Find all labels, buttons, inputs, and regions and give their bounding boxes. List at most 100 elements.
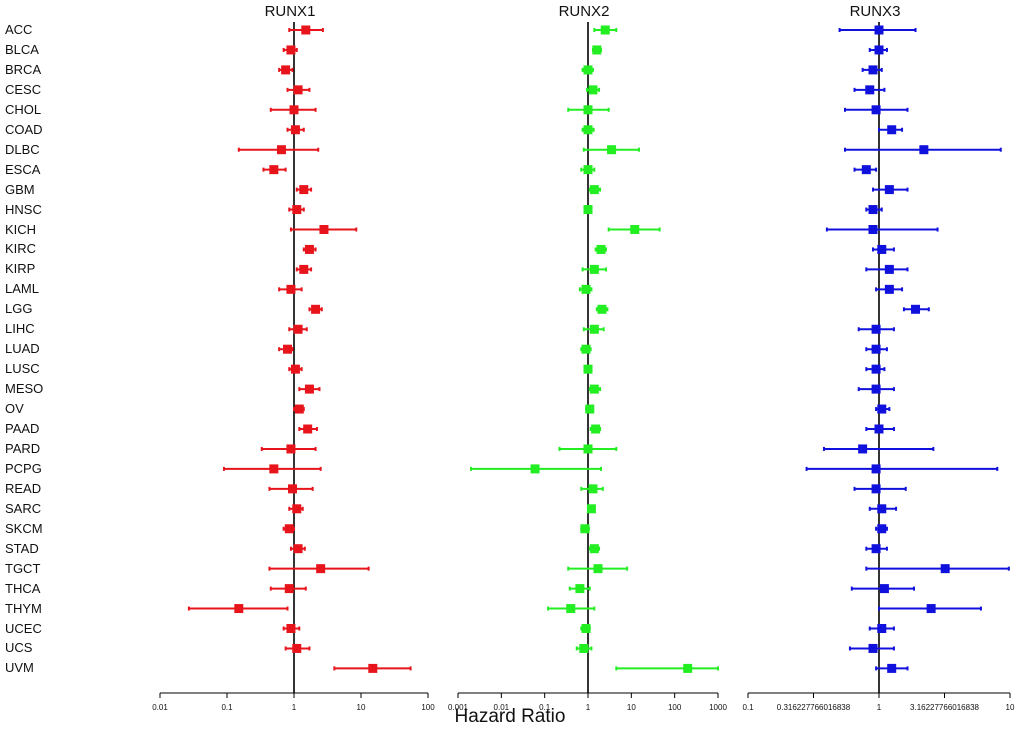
ci-row-lgg [308, 304, 323, 314]
hr-point [887, 663, 897, 673]
ci-row-coad [878, 125, 904, 135]
row-label-stad: STAD [5, 540, 39, 556]
hr-point [630, 225, 640, 234]
ci-row-luad [865, 344, 888, 354]
hr-point [288, 484, 298, 494]
ci-row-hnsc [288, 205, 305, 215]
ci-row-acc [288, 25, 324, 35]
hr-point [940, 564, 950, 574]
hr-point [293, 85, 303, 95]
ci-row-gbm [588, 185, 602, 195]
hr-point [887, 125, 897, 135]
hr-point [861, 165, 871, 175]
ci-row-thca [269, 584, 307, 594]
hr-point [858, 444, 868, 454]
hr-point [303, 424, 313, 434]
ci-row-meso [298, 384, 321, 394]
ci-row-kirp [581, 264, 607, 274]
hr-point [583, 444, 593, 454]
ci-row-luad [278, 344, 294, 354]
ci-row-lgg [902, 304, 930, 314]
row-label-hnsc: HNSC [5, 201, 42, 217]
ci-row-coad [581, 125, 595, 135]
panel-title: RUNX2 [559, 3, 610, 20]
hr-point [871, 484, 881, 494]
ci-row-ucec [282, 624, 301, 633]
ci-row-read [580, 484, 604, 494]
ci-row-uvm [333, 663, 412, 673]
row-label-thym: THYM [5, 600, 42, 616]
hr-point [581, 344, 591, 354]
hr-point [575, 584, 585, 594]
ci-row-skcm [580, 524, 590, 534]
ci-row-kirc [594, 244, 607, 254]
hr-point [286, 45, 296, 55]
ci-row-lusc [288, 364, 303, 374]
ci-row-cesc [853, 85, 886, 95]
hr-point [871, 105, 881, 115]
x-tick-label: 0.01 [494, 703, 510, 712]
hr-point [593, 564, 603, 574]
row-label-coad: COAD [5, 121, 43, 137]
ci-row-gbm [295, 185, 313, 195]
hr-point [281, 65, 291, 75]
hr-point [868, 205, 878, 215]
hr-point [299, 185, 309, 195]
ci-row-kich [825, 225, 939, 234]
hr-point [877, 404, 887, 414]
ci-row-brca [278, 65, 294, 75]
hr-point [877, 524, 887, 534]
hr-point [868, 643, 878, 653]
hr-point [530, 464, 540, 474]
ci-row-lusc [583, 364, 593, 374]
panel-title: RUNX1 [265, 3, 316, 20]
hr-point [583, 364, 593, 374]
x-tick-label: 0.001 [448, 703, 469, 712]
hr-point [589, 324, 599, 334]
row-label-read: READ [5, 480, 42, 496]
ci-row-sarc [868, 504, 898, 514]
ci-row-kirp [865, 264, 909, 274]
hr-point [596, 244, 606, 254]
ci-row-meso [588, 384, 602, 394]
ci-row-blca [868, 45, 888, 55]
row-label-laml: LAML [5, 281, 39, 297]
hr-point [292, 504, 302, 514]
ci-row-lihc [857, 324, 895, 334]
x-tick-label: 0.01 [152, 703, 168, 712]
ci-row-lihc [288, 324, 308, 334]
hr-point [607, 145, 617, 155]
ci-row-dlbc [582, 145, 640, 155]
hr-point [926, 604, 936, 614]
hr-point [583, 205, 593, 215]
ci-row-esca [853, 165, 878, 175]
ci-row-ucec [580, 624, 591, 633]
row-label-dlbc: DLBC [5, 141, 40, 157]
row-label-brca: BRCA [5, 61, 42, 77]
hr-point [579, 643, 589, 653]
panel-title: RUNX3 [850, 3, 901, 20]
hr-point [290, 364, 300, 374]
ci-row-kich [289, 225, 358, 234]
hr-point [884, 284, 894, 294]
ci-row-stad [588, 544, 601, 554]
row-label-kich: KICH [5, 221, 37, 237]
hr-point [292, 205, 302, 215]
hr-point [871, 324, 881, 334]
hr-point [289, 105, 299, 115]
row-label-lihc: LIHC [5, 321, 35, 337]
ci-row-skcm [282, 524, 295, 534]
ci-row-skcm [875, 524, 888, 534]
row-label-tgct: TGCT [5, 560, 41, 576]
ci-row-laml [578, 284, 593, 294]
ci-row-thym [878, 604, 982, 614]
hr-point [581, 624, 591, 633]
ci-row-pcpg [470, 464, 603, 474]
x-tick-label: 10 [357, 703, 366, 712]
hr-point [284, 524, 294, 534]
x-tick-label: 1 [586, 703, 591, 712]
hr-point [283, 344, 293, 354]
hr-point [583, 125, 593, 135]
ci-row-gbm [872, 185, 909, 195]
ci-row-chol [269, 105, 317, 115]
